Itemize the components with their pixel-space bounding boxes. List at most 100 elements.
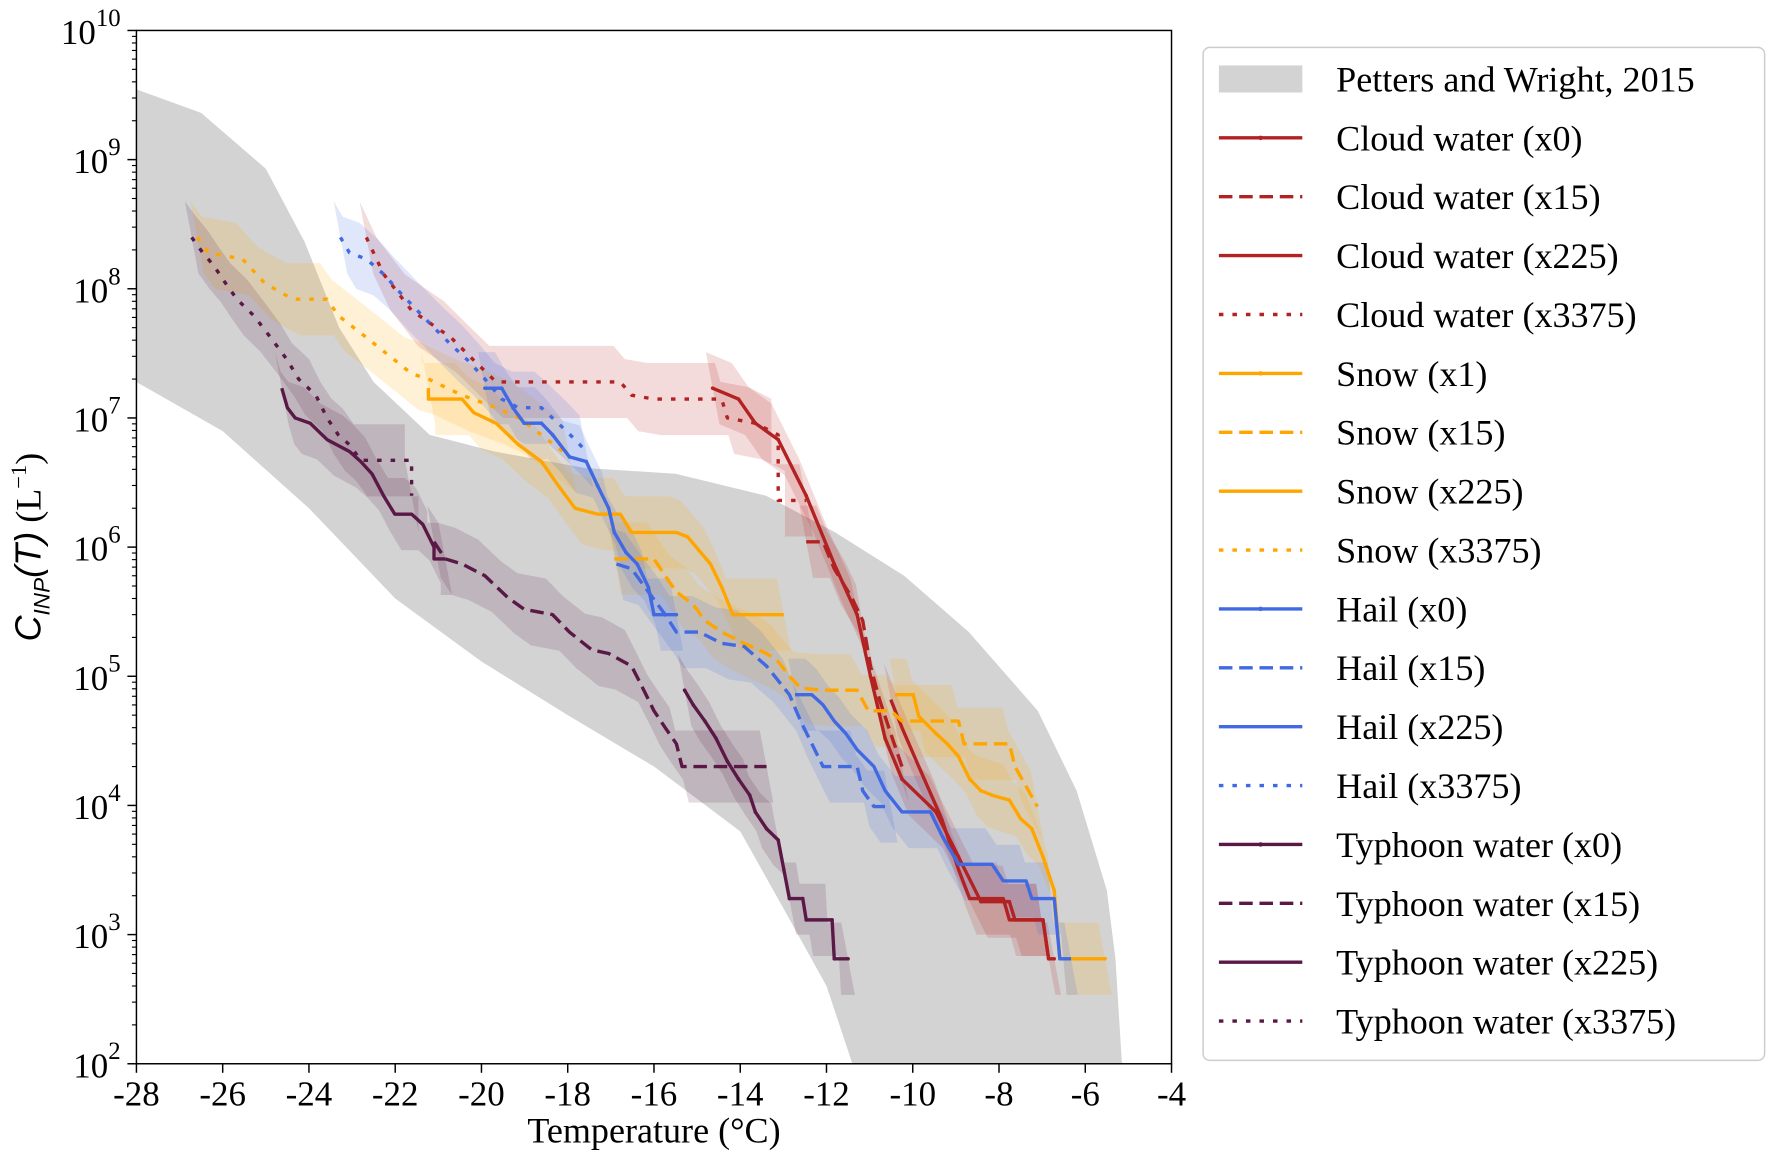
y-tick-label: 103 (73, 909, 120, 956)
series-line (190, 236, 414, 496)
series-2 (889, 698, 1051, 959)
data-point (710, 386, 715, 390)
series-band (190, 201, 577, 493)
data-point (776, 437, 780, 442)
y-tick-label: 102 (73, 1038, 120, 1085)
data-point (868, 674, 873, 679)
data-point (624, 550, 628, 555)
legend-label: Petters and Wright, 2015 (1336, 59, 1695, 99)
data-point (832, 956, 837, 961)
data-point (764, 826, 769, 831)
y-tick-label: 106 (73, 522, 120, 569)
series-line (806, 540, 904, 768)
x-tick-label: -12 (803, 1074, 850, 1113)
series-line (615, 562, 891, 809)
series-6 (426, 388, 784, 617)
data-point (612, 530, 617, 535)
x-tick-label: -18 (544, 1074, 591, 1113)
legend-item: Hail (x0) (1218, 589, 1467, 629)
data-point (787, 896, 792, 901)
series-band (788, 658, 1078, 995)
x-tick-label: -28 (113, 1074, 160, 1113)
data-point (635, 562, 639, 566)
legend-label: Typhoon water (x3375) (1336, 1002, 1676, 1042)
series-8 (483, 386, 679, 617)
legend-label: Cloud water (x225) (1336, 236, 1618, 276)
y-label-unit-exp: −1 (6, 465, 31, 489)
series-5 (614, 557, 1039, 808)
x-tick-label: -20 (458, 1074, 505, 1113)
data-point (567, 455, 572, 459)
data-point (584, 459, 589, 464)
data-point (674, 612, 679, 617)
legend: Petters and Wright, 2015 Cloud water (x0)… (1202, 46, 1766, 1062)
data-point (916, 714, 921, 719)
legend-label: Cloud water (x15) (1336, 177, 1600, 217)
x-axis-label: Temperature (°C) (527, 1111, 780, 1151)
legend-item: Typhoon water (x225) (1218, 943, 1658, 983)
series-band (677, 654, 855, 995)
y-tick-label: 105 (73, 651, 120, 698)
legend-label: Snow (x225) (1336, 472, 1523, 512)
x-tick-label: -22 (372, 1074, 419, 1113)
legend-item: Hail (x225) (1218, 707, 1503, 747)
data-point (539, 421, 544, 426)
legend-marker (1258, 135, 1263, 141)
x-tick-label: -10 (889, 1074, 936, 1113)
data-point (846, 956, 850, 961)
legend-marker (1258, 371, 1263, 376)
data-point (691, 703, 696, 707)
data-point (682, 688, 687, 693)
data-point (1103, 956, 1107, 961)
x-tick-label: -24 (286, 1074, 333, 1113)
x-tick-label: -8 (984, 1074, 1013, 1113)
legend-item: Snow (x3375) (1218, 530, 1542, 570)
data-point (800, 896, 805, 901)
data-point (804, 918, 809, 922)
series-band (184, 201, 419, 532)
data-point (652, 612, 656, 617)
data-point (945, 742, 950, 746)
data-point (776, 838, 780, 842)
legend-item: Typhoon water (x0) (1218, 825, 1622, 865)
data-point (1007, 798, 1012, 802)
series-band (275, 352, 453, 596)
legend-swatch (1218, 65, 1303, 93)
y-label-unit-close: ) (9, 453, 49, 465)
data-point (883, 736, 887, 741)
series-7 (195, 236, 571, 459)
data-point (781, 867, 786, 872)
data-point (1052, 888, 1057, 893)
data-point (703, 719, 707, 723)
legend-item: Cloud water (x225) (1218, 236, 1619, 276)
series-1 (806, 540, 904, 768)
series-line (889, 698, 1051, 959)
legend-label: Snow (x1) (1336, 354, 1487, 394)
legend-marker (1258, 842, 1263, 847)
legend-item: Cloud water (x15) (1218, 177, 1601, 217)
legend-item: Snow (x1) (1218, 354, 1487, 394)
data-point (956, 855, 961, 859)
series-line (432, 540, 767, 769)
y-tick-label: 109 (73, 134, 120, 181)
legend-label: Typhoon water (x225) (1336, 943, 1658, 983)
data-point (483, 386, 487, 390)
series-10 (795, 693, 1072, 961)
series-band (799, 505, 909, 803)
legend-label: Cloud water (x0) (1336, 118, 1582, 158)
series-band (609, 527, 898, 843)
data-point (804, 493, 809, 498)
legend-marker (1258, 606, 1263, 612)
data-point (967, 777, 972, 781)
series-line (426, 388, 784, 617)
data-point (990, 793, 994, 798)
y-label-symbol: C (8, 615, 49, 642)
legend-label: Snow (x15) (1336, 413, 1505, 453)
axes: -28 -26 -24 -22 -20 -18 -16 -14 -12 -10 -8 -6 -4 102 1… (61, 5, 1186, 1114)
legend-item: Snow (x225) (1218, 472, 1524, 512)
data-point (736, 777, 741, 781)
series-3 (364, 236, 807, 503)
y-label-arg: (T) (8, 532, 49, 578)
uncertainty-bands (136, 89, 1122, 1064)
